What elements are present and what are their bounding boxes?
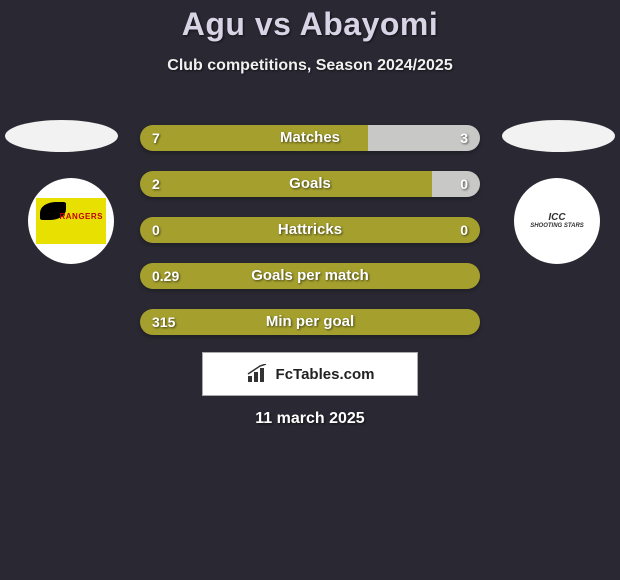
stat-row-goals-per-match: 0.29Goals per match (140, 263, 480, 289)
stat-bars: 73Matches 20Goals 00Hattricks 0.29Goals per… (140, 125, 480, 355)
footer-brand-badge[interactable]: FcTables.com (202, 352, 418, 396)
icc-logo-text: ICCSHOOTING STARS (530, 213, 584, 229)
page-title: Agu vs Abayomi (0, 0, 620, 43)
icc-line1: ICC (548, 212, 565, 223)
rangers-logo: RANGERS (36, 198, 106, 244)
stat-label: Goals per match (140, 263, 480, 289)
stat-label: Hattricks (140, 217, 480, 243)
stat-label: Matches (140, 125, 480, 151)
chart-icon (246, 364, 270, 384)
stat-label: Goals (140, 171, 480, 197)
stat-row-goals: 20Goals (140, 171, 480, 197)
club-badge-left: RANGERS (28, 178, 114, 264)
club-badge-right: ICCSHOOTING STARS (514, 178, 600, 264)
player-oval-left (5, 120, 118, 152)
rangers-label: RANGERS (59, 212, 103, 221)
stat-row-hattricks: 00Hattricks (140, 217, 480, 243)
player-oval-right (502, 120, 615, 152)
subtitle: Club competitions, Season 2024/2025 (0, 57, 620, 75)
footer-date: 11 march 2025 (0, 410, 620, 428)
stat-row-matches: 73Matches (140, 125, 480, 151)
stat-row-min-per-goal: 315Min per goal (140, 309, 480, 335)
stat-label: Min per goal (140, 309, 480, 335)
footer-brand-text: FcTables.com (276, 366, 375, 383)
icc-line2: SHOOTING STARS (530, 223, 584, 229)
